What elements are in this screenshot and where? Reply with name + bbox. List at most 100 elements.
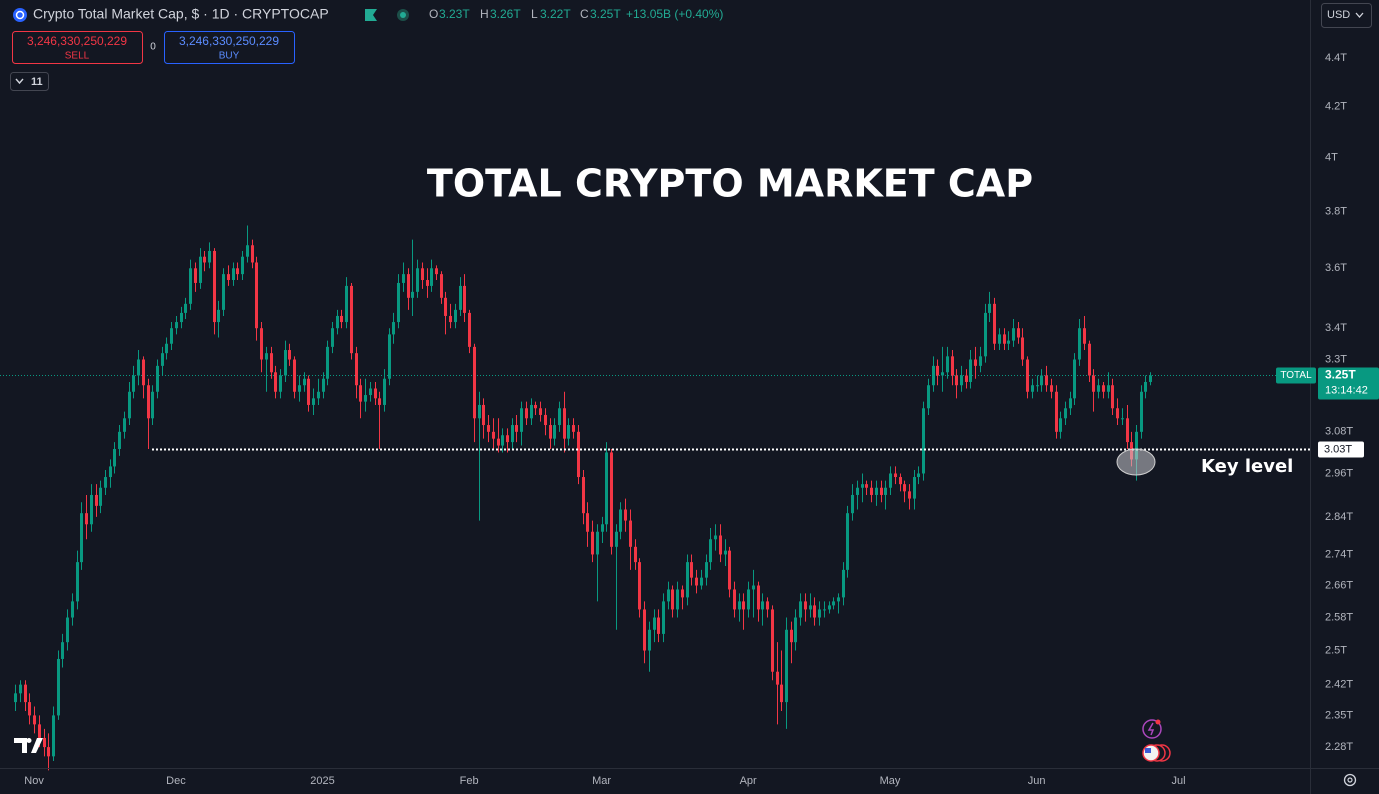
y-tick-label: 2.74T <box>1325 548 1353 560</box>
buy-label: BUY <box>219 51 240 62</box>
candle-body <box>1083 328 1086 344</box>
candle-body <box>752 585 755 590</box>
candle-body <box>591 531 594 555</box>
candle-body <box>307 378 310 405</box>
candle-body <box>298 385 301 392</box>
candle-body <box>199 256 202 283</box>
candle-body <box>790 629 793 643</box>
candle-body <box>246 245 249 257</box>
currency-label: USD <box>1327 9 1350 21</box>
candle-body <box>435 268 438 275</box>
candle-body <box>615 531 618 547</box>
ohlc-label: L <box>531 7 538 21</box>
candle-body <box>350 285 353 354</box>
y-tick-label: 4T <box>1325 152 1338 164</box>
candle-body <box>634 546 637 563</box>
candle-body <box>497 438 500 446</box>
candle-body <box>984 312 987 357</box>
candle-body <box>1007 340 1010 344</box>
last-price-label-bg <box>1318 367 1379 400</box>
candle-body <box>875 487 878 495</box>
candle-body <box>534 404 537 409</box>
candle-body <box>208 250 211 263</box>
candle-body <box>724 550 727 555</box>
candle-body <box>728 550 731 590</box>
candle-body <box>1078 328 1081 360</box>
candle-body <box>1021 337 1024 360</box>
candle-body <box>227 274 230 281</box>
candle-body <box>132 375 135 392</box>
flag-icon[interactable] <box>365 9 377 21</box>
candle-body <box>90 494 93 525</box>
buy-price: 3,246,330,250,229 <box>179 34 279 48</box>
candle-body <box>520 408 523 432</box>
candle-body <box>941 372 944 376</box>
countdown-label: 13:14:42 <box>1325 384 1368 396</box>
candle-body <box>998 334 1001 344</box>
candle-body <box>605 452 608 525</box>
candle-body <box>52 715 55 757</box>
candle-body <box>823 609 826 611</box>
x-tick-label: Jun <box>1028 775 1046 787</box>
candle-body <box>955 375 958 386</box>
candle-body <box>388 334 391 379</box>
sell-button[interactable] <box>12 31 143 64</box>
candle-body <box>965 375 968 382</box>
candle-body <box>917 473 920 478</box>
x-tick-label: Mar <box>592 775 611 787</box>
candle-body <box>28 702 31 716</box>
candle-body <box>1069 398 1072 409</box>
candle-body <box>757 585 760 610</box>
y-tick-label: 3.3T <box>1325 353 1347 365</box>
candle-body <box>766 601 769 610</box>
candle-body <box>657 617 660 634</box>
candle-body <box>794 617 797 643</box>
candle-body <box>927 385 930 409</box>
key-level-label: 3.03T <box>1324 443 1352 455</box>
candle-body <box>511 425 514 443</box>
event-icon[interactable] <box>1142 719 1162 739</box>
candle-body <box>165 343 168 354</box>
y-tick-label: 2.35T <box>1325 709 1353 721</box>
candle-body <box>1097 385 1100 392</box>
candle-body <box>671 589 674 610</box>
candle-body <box>861 484 864 488</box>
candle-body <box>899 477 902 485</box>
candle-body <box>331 328 334 347</box>
candle-body <box>288 350 291 360</box>
buy-button[interactable] <box>164 31 295 64</box>
candle-body <box>71 601 74 618</box>
candle-body <box>430 268 433 286</box>
candle-body <box>322 378 325 392</box>
indicators-toggle[interactable] <box>10 72 49 91</box>
x-tick-label: 2025 <box>310 775 334 787</box>
candle-body <box>690 562 693 578</box>
currency-select[interactable] <box>1321 3 1372 28</box>
candle-body <box>610 452 613 547</box>
candle-body <box>369 388 372 396</box>
candle-body <box>142 359 145 386</box>
candle-body <box>799 601 802 618</box>
y-tick-label: 2.58T <box>1325 611 1353 623</box>
candle-body <box>383 378 386 405</box>
chevron-icon <box>15 78 24 85</box>
status-dot <box>400 12 406 18</box>
settings-icon[interactable] <box>1343 773 1357 787</box>
candle-body <box>274 372 277 392</box>
candle-body <box>530 404 533 419</box>
candle-body <box>340 315 343 323</box>
candle-body <box>80 513 83 563</box>
candle-body <box>487 425 490 432</box>
candle-body <box>549 425 552 439</box>
symbol-title[interactable]: Crypto Total Market Cap, $ · 1D · CRYPTO… <box>33 6 329 22</box>
candle-body <box>648 629 651 651</box>
candle-body <box>880 487 883 495</box>
x-tick-label: Apr <box>740 775 757 787</box>
candle-body <box>676 589 679 610</box>
candle-body <box>1050 385 1053 392</box>
candle-body <box>501 435 504 446</box>
y-tick-label: 3.6T <box>1325 262 1347 274</box>
candle-body <box>969 359 972 382</box>
candle-body <box>203 256 206 263</box>
candle-body <box>426 280 429 286</box>
